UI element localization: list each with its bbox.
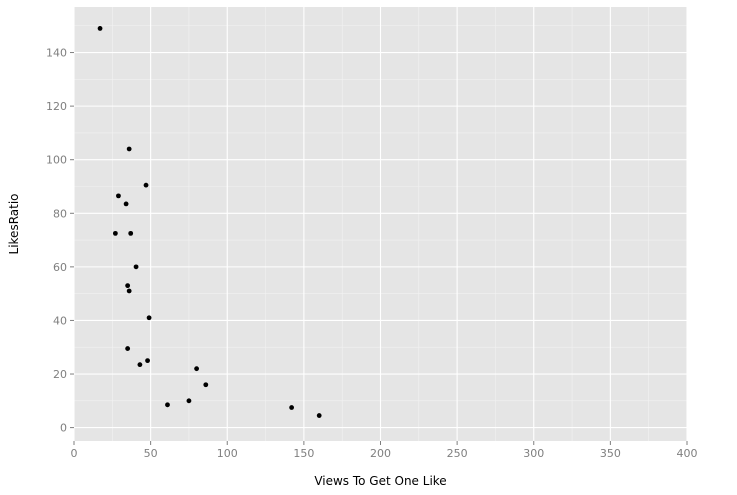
data-point xyxy=(194,366,200,372)
x-tick-label: 250 xyxy=(447,447,468,460)
data-point xyxy=(316,413,322,418)
data-point xyxy=(112,230,118,236)
data-point xyxy=(125,283,131,289)
data-point xyxy=(97,26,103,31)
data-point xyxy=(186,398,192,404)
y-axis-ticks: 0 20 40 60 80 100 120 140 xyxy=(46,47,74,435)
data-point xyxy=(165,402,170,408)
data-point xyxy=(123,201,129,207)
x-tick-label: 350 xyxy=(600,447,621,460)
y-tick-label: 100 xyxy=(46,154,67,167)
x-tick-label: 100 xyxy=(217,447,238,460)
x-tick-label: 50 xyxy=(144,447,158,460)
x-axis-ticks: 0 50 100 150 200 250 300 350 400 xyxy=(71,441,698,460)
y-tick-label: 120 xyxy=(46,100,67,113)
data-point xyxy=(125,346,131,351)
y-tick-label: 140 xyxy=(46,47,67,60)
data-point xyxy=(143,182,149,188)
x-axis-title: Views To Get One Like xyxy=(314,474,446,488)
data-point xyxy=(128,230,134,236)
data-point xyxy=(137,362,143,368)
y-tick-label: 80 xyxy=(53,207,67,220)
data-point xyxy=(145,358,150,364)
data-point xyxy=(133,264,139,270)
x-tick-label: 300 xyxy=(523,447,544,460)
data-point xyxy=(289,405,295,410)
y-tick-label: 40 xyxy=(53,314,67,327)
major-gridlines xyxy=(73,7,688,441)
data-point xyxy=(203,382,209,388)
data-point xyxy=(146,315,152,321)
y-tick-label: 0 xyxy=(60,422,67,435)
data-point xyxy=(126,288,132,294)
y-tick-label: 20 xyxy=(53,368,67,381)
x-tick-label: 200 xyxy=(370,447,391,460)
data-point xyxy=(126,146,132,152)
data-point xyxy=(116,193,121,199)
y-tick-label: 60 xyxy=(53,261,67,274)
y-axis-title: LikesRatio xyxy=(7,194,21,255)
x-tick-label: 0 xyxy=(71,447,78,460)
data-points xyxy=(97,26,322,418)
x-tick-label: 400 xyxy=(677,447,698,460)
x-tick-label: 150 xyxy=(293,447,314,460)
